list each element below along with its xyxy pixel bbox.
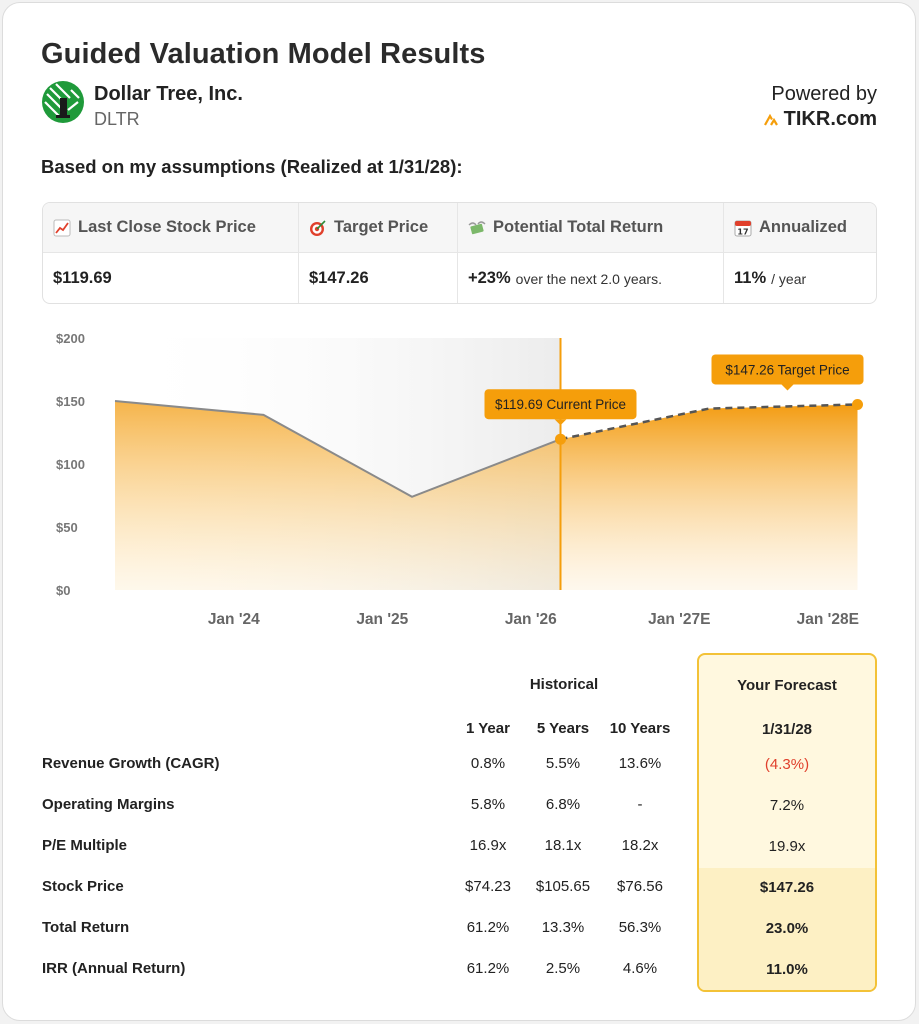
company-name: Dollar Tree, Inc. (94, 83, 243, 105)
forecast-column (697, 653, 877, 992)
summary-header: 17 Annualized (724, 203, 876, 253)
calendar-icon: 17 (734, 220, 752, 236)
summary-label: Target Price (334, 218, 429, 236)
x-tick-label: Jan '25 (356, 611, 408, 628)
row-label: Operating Margins (42, 796, 175, 813)
annualized-suffix: / year (771, 270, 807, 287)
total-return-value: +23% (468, 269, 511, 287)
forecast-highlight (699, 868, 875, 990)
summary-table: Last Close Stock Price $119.69 Target Pr… (42, 202, 877, 304)
cell-forecast: $147.26 (759, 879, 815, 896)
cell-h10: - (637, 796, 643, 813)
summary-col-last-close: Last Close Stock Price $119.69 (43, 203, 299, 303)
cell-h5: 18.1x (544, 837, 582, 854)
col-header-10-years: 10 Years (609, 720, 671, 737)
money-wings-icon (468, 220, 486, 234)
cell-forecast: 23.0% (765, 920, 809, 937)
cell-h5: 13.3% (541, 919, 585, 936)
target-icon (310, 219, 326, 236)
forecast-line (560, 403, 858, 441)
row-label: IRR (Annual Return) (42, 960, 186, 977)
target-price-callout-pointer (781, 384, 794, 391)
summary-col-target: Target Price $147.26 (299, 203, 458, 303)
summary-value: +23% over the next 2.0 years. (458, 253, 723, 303)
cell-h10: 13.6% (618, 755, 662, 772)
cell-h10: 18.2x (621, 837, 659, 854)
svg-text:17: 17 (737, 227, 748, 236)
total-return-suffix: over the next 2.0 years. (515, 270, 662, 287)
cell-h1: 16.9x (469, 837, 507, 854)
y-tick-label: $150 (56, 394, 85, 409)
summary-header: Potential Total Return (458, 203, 723, 253)
current-price-point (555, 433, 566, 445)
row-label: Revenue Growth (CAGR) (42, 755, 220, 772)
forecast-area (560, 404, 858, 590)
cell-h5: 6.8% (545, 796, 581, 813)
tikr-logo-icon (763, 113, 778, 126)
summary-value: 11% / year (724, 253, 876, 303)
cell-forecast: 19.9x (768, 838, 806, 855)
summary-col-annualized: 17 Annualized 11% / year (724, 203, 876, 303)
cell-h5: 2.5% (545, 960, 581, 977)
ticker-symbol: DLTR (94, 109, 140, 129)
row-label: P/E Multiple (42, 837, 128, 854)
y-tick-label: $50 (56, 520, 78, 535)
cell-h1: 0.8% (470, 755, 506, 772)
target-price-point (852, 398, 863, 410)
cell-h1: $74.23 (465, 878, 511, 895)
annualized-value: 11% (734, 269, 767, 287)
cell-h10: 56.3% (618, 919, 662, 936)
summary-value: $119.69 (43, 253, 298, 303)
current-price-callout-box (484, 389, 637, 420)
cell-forecast: 7.2% (769, 797, 805, 814)
cell-forecast: (4.3%) (764, 756, 810, 773)
cell-h1: 61.2% (466, 919, 510, 936)
tikr-brand-link[interactable]: TIKR.com (763, 108, 877, 131)
summary-label: Annualized (759, 218, 848, 236)
chart-up-icon (53, 219, 71, 236)
target-price-callout-box (711, 354, 864, 385)
cell-h1: 5.8% (470, 796, 506, 813)
x-tick-label: Jan '27E (648, 611, 710, 628)
historical-header: Historical (529, 676, 599, 693)
col-header-5-years: 5 Years (536, 720, 590, 737)
assumption-heading: Based on my assumptions (Realized at 1/3… (41, 156, 463, 177)
summary-value: $147.26 (299, 253, 457, 303)
price-chart: $200 $150 $100 $50 $0 $119.69 Current Price $1… (56, 331, 864, 628)
x-tick-label: Jan '28E (797, 611, 859, 628)
powered-by-label: Powered by (771, 83, 877, 105)
cell-h10: 4.6% (622, 960, 658, 977)
cell-h5: $105.65 (535, 878, 591, 895)
target-price-callout-label: $147.26 Target Price (725, 362, 849, 377)
cell-forecast: 11.0% (766, 961, 808, 978)
row-label: Total Return (42, 919, 130, 936)
historical-line (114, 400, 561, 498)
summary-label: Potential Total Return (493, 218, 664, 236)
target-price-value: $147.26 (309, 269, 369, 287)
cell-h10: $76.56 (617, 878, 663, 895)
historical-area (115, 401, 561, 590)
summary-label: Last Close Stock Price (78, 218, 256, 236)
current-price-callout-label: $119.69 Current Price (495, 397, 626, 412)
current-price-callout-pointer (554, 419, 567, 426)
y-tick-label: $0 (56, 583, 70, 598)
row-label: Stock Price (42, 878, 124, 895)
y-tick-label: $200 (56, 331, 85, 346)
col-header-1-year: 1 Year (466, 720, 510, 737)
x-tick-label: Jan '24 (208, 611, 260, 628)
forecast-header: Your Forecast (737, 677, 837, 694)
company-logo (42, 81, 84, 123)
col-header-forecast-date: 1/31/28 (761, 721, 813, 738)
page-title: Guided Valuation Model Results (41, 38, 486, 70)
cell-h1: 61.2% (466, 960, 510, 977)
y-tick-label: $100 (56, 457, 85, 472)
summary-header: Last Close Stock Price (43, 203, 298, 253)
summary-header: Target Price (299, 203, 457, 253)
cell-h5: 5.5% (545, 755, 581, 772)
last-close-value: $119.69 (53, 269, 112, 287)
x-tick-label: Jan '26 (505, 611, 557, 628)
tikr-brand-text: TIKR.com (783, 108, 877, 130)
summary-col-total-return: Potential Total Return +23% over the nex… (458, 203, 724, 303)
